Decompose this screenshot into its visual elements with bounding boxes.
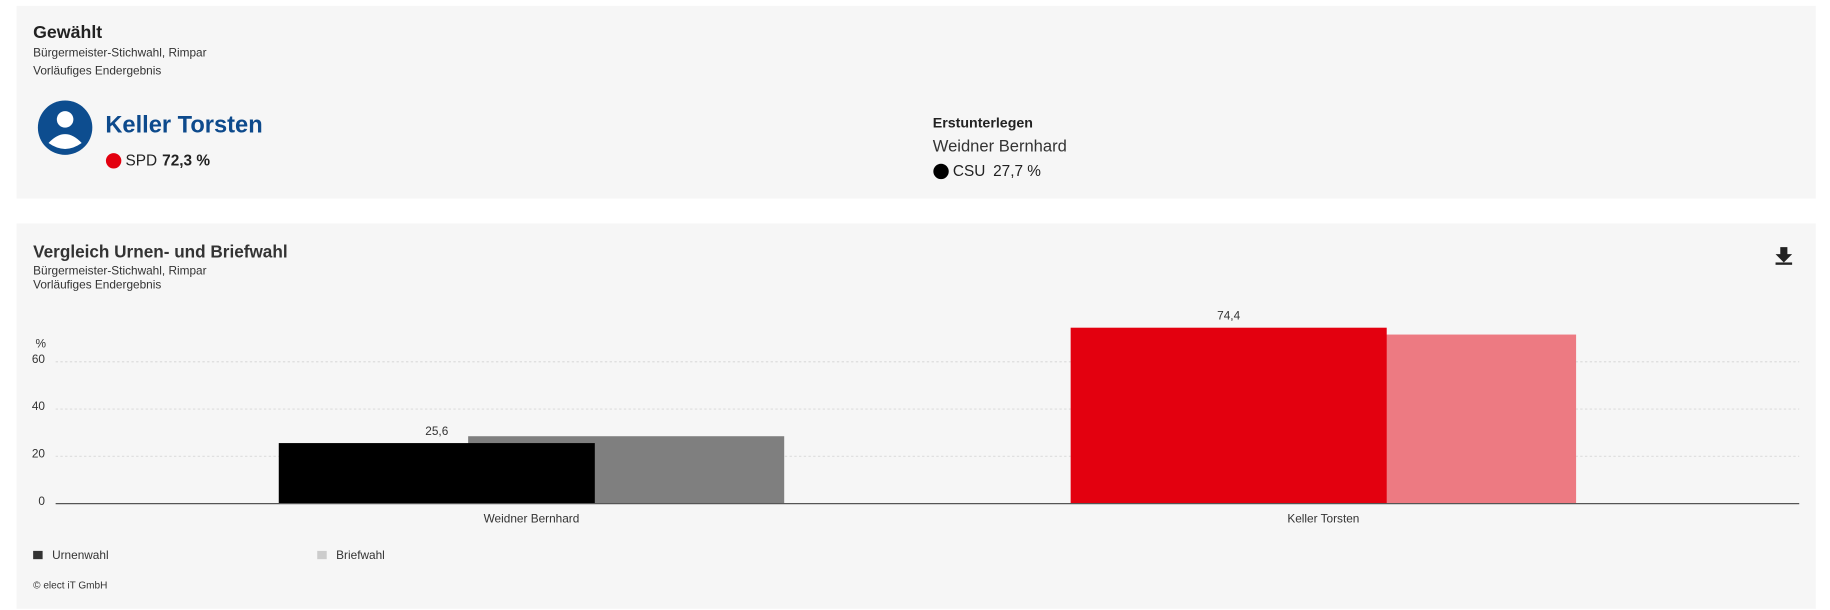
party-dot [105, 153, 122, 169]
party-dot [933, 163, 949, 180]
runner-label: Erstunterlegen [933, 116, 1033, 132]
y-axis-label: % [36, 337, 47, 351]
bar [278, 443, 595, 504]
runner-party: CSU [953, 163, 985, 180]
legend-label: Briefwahl [336, 548, 385, 562]
winner-name: Keller Torsten [105, 112, 262, 138]
runner-percent: 27,7 % [993, 163, 1041, 180]
source: © elect iT GmbH [33, 581, 107, 592]
value-label: 74,4 [1217, 308, 1240, 322]
card-subtitle: Bürgermeister-Stichwahl, Rimpar [33, 46, 206, 60]
chart-title: Vergleich Urnen- und Briefwahl [33, 242, 287, 262]
download-button[interactable] [1775, 247, 1793, 265]
x-tick-label: Keller Torsten [1287, 512, 1359, 526]
y-tick-label: 40 [32, 399, 46, 413]
chart-note: Vorläufiges Endergebnis [33, 277, 161, 291]
chart-subtitle: Bürgermeister-Stichwahl, Rimpar [33, 263, 206, 277]
y-tick-label: 20 [32, 447, 46, 461]
runner-name: Weidner Bernhard [933, 136, 1067, 155]
legend-swatch [317, 550, 327, 560]
y-tick-label: 0 [38, 494, 45, 508]
card-status: Vorläufiges Endergebnis [33, 63, 161, 77]
value-label: 25,6 [425, 424, 448, 438]
avatar [37, 100, 93, 155]
plot: 0 20 40 60 25,6 74,4 Weidner Bernhard Keller To… [32, 308, 1800, 562]
winner-percent: 72,3 % [162, 153, 210, 170]
card-title: Gewählt [33, 22, 102, 42]
winner-party: SPD [125, 153, 157, 170]
result-card [16, 5, 1816, 199]
legend-label: Urnenwahl [52, 548, 109, 562]
y-tick-label: 60 [32, 352, 46, 366]
legend-swatch [33, 550, 43, 560]
bar [1070, 327, 1387, 504]
x-tick-label: Weidner Bernhard [484, 512, 580, 526]
